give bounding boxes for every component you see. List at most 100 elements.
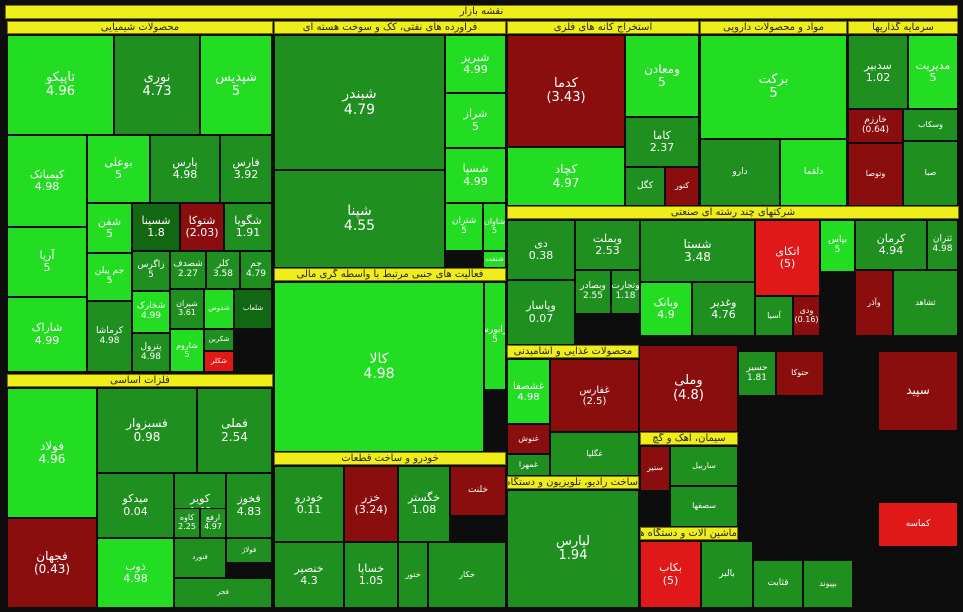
treemap-tile[interactable]: فولاد 4.96 xyxy=(7,388,97,518)
treemap-tile[interactable]: غگلپا xyxy=(550,432,639,476)
treemap-tile[interactable]: کگل xyxy=(625,167,665,206)
treemap-tile[interactable]: شپدیس 5 xyxy=(200,35,272,135)
treemap-tile[interactable]: غشصفا 4.98 xyxy=(507,359,550,424)
treemap-tile[interactable]: خساپا 1.05 xyxy=(344,542,398,608)
treemap-tile[interactable]: شیران 3.61 xyxy=(170,289,204,329)
treemap-tile[interactable]: صبا xyxy=(903,141,958,206)
treemap-tile[interactable]: سدبیر 1.02 xyxy=(848,35,908,109)
treemap-tile[interactable]: حسیر 1.81 xyxy=(738,351,776,396)
treemap-tile[interactable]: شتران 5 xyxy=(445,203,483,251)
treemap-tile[interactable]: فخوز 4.83 xyxy=(226,473,272,538)
treemap-tile[interactable]: کرمان 4.94 xyxy=(855,220,927,270)
treemap-tile[interactable]: خنصیر 4.3 xyxy=(274,542,344,608)
treemap-tile[interactable]: فجر xyxy=(174,578,272,608)
treemap-tile[interactable]: اتکای (5) xyxy=(755,220,820,296)
treemap-tile[interactable]: شلعاب xyxy=(234,289,272,329)
treemap-tile[interactable]: کالا 4.98 xyxy=(274,282,484,452)
treemap-tile[interactable]: کیمیاتک 4.98 xyxy=(7,135,87,227)
treemap-tile[interactable]: شنفت xyxy=(483,251,506,268)
treemap-tile[interactable]: وتجارت 1.18 xyxy=(611,270,640,314)
treemap-tile[interactable]: وآذر xyxy=(855,270,893,336)
treemap-tile[interactable]: شراز 5 xyxy=(445,93,506,148)
treemap-tile[interactable]: قثابت xyxy=(753,560,803,608)
treemap-tile[interactable]: خارزم (0.64) xyxy=(848,109,903,143)
treemap-tile[interactable]: شسینا 1.8 xyxy=(132,203,180,251)
treemap-tile[interactable]: خلنت xyxy=(450,466,506,516)
treemap-tile[interactable]: نوری 4.73 xyxy=(114,35,200,135)
treemap-tile[interactable]: فملی 2.54 xyxy=(197,388,272,473)
treemap-tile[interactable]: دلقما xyxy=(780,139,847,206)
treemap-tile[interactable]: وپاسار 0.07 xyxy=(507,280,575,345)
treemap-tile[interactable]: ومعادن 5 xyxy=(625,35,699,117)
treemap-tile[interactable]: شستا 3.48 xyxy=(640,220,755,282)
treemap-tile[interactable]: ثشاهد xyxy=(893,270,958,336)
treemap-tile[interactable]: میدکو 0.04 xyxy=(97,473,174,538)
treemap-tile[interactable]: کاوه 2.25 xyxy=(174,508,200,538)
treemap-tile[interactable]: تاپیکو 4.96 xyxy=(7,35,114,135)
treemap-tile[interactable]: بوعلی 5 xyxy=(87,135,150,203)
treemap-tile[interactable]: کلر 3.58 xyxy=(206,251,240,289)
treemap-tile[interactable]: خزر (3.24) xyxy=(344,466,398,542)
treemap-tile[interactable]: سنیر xyxy=(640,446,670,491)
treemap-tile[interactable]: وسکاب xyxy=(903,109,958,141)
treemap-tile[interactable]: شسپا 4.99 xyxy=(445,148,506,203)
treemap-tile[interactable]: کرماشا 4.98 xyxy=(87,301,132,372)
treemap-tile[interactable]: فولاژ xyxy=(226,538,272,563)
treemap-tile[interactable]: شبریز 4.99 xyxy=(445,35,506,93)
treemap-tile[interactable]: سصفها xyxy=(670,486,738,527)
treemap-tile[interactable]: کچاد 4.97 xyxy=(507,147,625,206)
treemap-tile[interactable]: بالبر xyxy=(701,541,753,608)
treemap-tile[interactable]: سپید xyxy=(878,351,958,431)
treemap-tile[interactable]: وبانک 4.9 xyxy=(640,282,692,336)
treemap-tile[interactable]: مدیریت 5 xyxy=(908,35,958,109)
treemap-tile[interactable]: وملی (4.8) xyxy=(639,345,738,432)
treemap-tile[interactable]: شفن 5 xyxy=(87,203,132,253)
treemap-tile[interactable]: ثتران 4.98 xyxy=(927,220,958,270)
treemap-tile[interactable]: کنور xyxy=(665,167,699,206)
treemap-tile[interactable]: ودی (0.16) xyxy=(793,296,820,336)
treemap-tile[interactable]: برکت 5 xyxy=(700,35,847,139)
treemap-tile[interactable]: ختور xyxy=(398,542,428,608)
treemap-tile[interactable]: زاگرس 5 xyxy=(132,251,170,291)
treemap-tile[interactable]: کدما (3.43) xyxy=(507,35,625,147)
treemap-tile[interactable]: بپاس 5 xyxy=(820,220,855,272)
treemap-tile[interactable]: لپارس 1.94 xyxy=(507,490,639,608)
treemap-tile[interactable]: بپیوند xyxy=(803,560,853,608)
treemap-tile[interactable]: ارفع 4.97 xyxy=(200,508,226,538)
treemap-tile[interactable]: شاوان 5 xyxy=(483,203,506,251)
treemap-tile[interactable]: غنوش xyxy=(507,424,550,454)
treemap-tile[interactable]: دی 0.38 xyxy=(507,220,575,280)
treemap-tile[interactable]: حتوکا xyxy=(776,351,824,396)
treemap-tile[interactable]: غمهرا xyxy=(507,454,550,476)
treemap-tile[interactable]: پترول 4.98 xyxy=(132,333,170,372)
treemap-tile[interactable]: پارس 4.98 xyxy=(150,135,220,203)
treemap-tile[interactable]: شتوکا (2.03) xyxy=(180,203,224,251)
treemap-tile[interactable]: شگویا 1.91 xyxy=(224,203,272,251)
treemap-tile[interactable]: ذوب 4.98 xyxy=(97,538,174,608)
treemap-tile[interactable]: آسیا xyxy=(755,296,793,336)
treemap-tile[interactable]: جم 4.79 xyxy=(240,251,272,289)
treemap-tile[interactable]: شدوص xyxy=(204,289,234,329)
treemap-tile[interactable]: وغدیر 4.76 xyxy=(692,282,755,336)
treemap-tile[interactable]: وبصادر 2.55 xyxy=(575,270,611,314)
treemap-tile[interactable]: شاراک 4.99 xyxy=(7,297,87,372)
treemap-tile[interactable]: غفارس (2.5) xyxy=(550,359,639,432)
treemap-tile[interactable]: فجهان (0.43) xyxy=(7,518,97,608)
treemap-tile[interactable]: شکلر xyxy=(204,351,234,372)
treemap-tile[interactable]: جم پیلن 5 xyxy=(87,253,132,301)
treemap-tile[interactable]: فارس 3.92 xyxy=(220,135,272,203)
treemap-tile[interactable]: فرابورس5 xyxy=(484,282,506,390)
treemap-tile[interactable]: کماسه xyxy=(878,502,958,547)
treemap-tile[interactable]: دارو xyxy=(700,139,780,206)
treemap-tile[interactable]: شصدف 2.27 xyxy=(170,251,206,289)
treemap-tile[interactable]: کاما 2.37 xyxy=(625,117,699,167)
treemap-tile[interactable]: خگستر 1.08 xyxy=(398,466,450,542)
treemap-tile[interactable]: وتوصا xyxy=(848,143,903,206)
treemap-tile[interactable]: بکاب (5) xyxy=(640,541,701,608)
treemap-tile[interactable]: شخارک 4.99 xyxy=(132,291,170,333)
treemap-tile[interactable]: خکار xyxy=(428,542,506,608)
treemap-tile[interactable]: شاروم 5 xyxy=(170,329,204,372)
treemap-tile[interactable]: وبملت 2.53 xyxy=(575,220,640,270)
treemap-tile[interactable]: شپنا 4.55 xyxy=(274,170,445,268)
treemap-tile[interactable]: فسبزوار 0.98 xyxy=(97,388,197,473)
